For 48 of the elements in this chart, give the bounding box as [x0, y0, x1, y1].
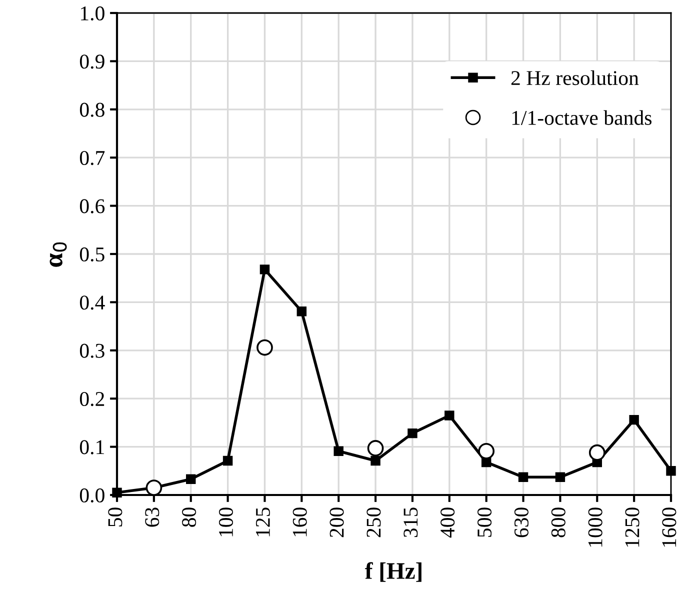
y-tick-label: 0.3	[80, 344, 104, 358]
point	[334, 446, 344, 456]
point	[478, 442, 495, 460]
point	[367, 440, 384, 456]
point	[666, 466, 676, 476]
y-tick-label: 0.9	[80, 54, 104, 69]
y-tick-label: 0.5	[80, 247, 104, 262]
y-tick-label: 0.1	[80, 440, 104, 454]
x-axis-title: f [Hz]	[365, 562, 422, 582]
x-tick-label: 800	[551, 508, 566, 538]
x-tick-label: 100	[218, 508, 234, 536]
point	[444, 410, 454, 420]
point	[408, 428, 418, 438]
point	[588, 444, 606, 461]
point	[222, 456, 233, 466]
x-tick-label: 1600	[662, 508, 676, 547]
point	[555, 472, 566, 482]
x-tick-label: 1250	[625, 508, 640, 547]
y-tick-label: 0.2	[80, 392, 104, 406]
x-tick-label: 125	[256, 508, 270, 536]
point	[260, 264, 270, 274]
y-axis-title: α$_{0}$	[50, 242, 67, 267]
point	[629, 414, 639, 425]
point	[296, 306, 307, 316]
point	[370, 456, 380, 466]
point	[146, 480, 162, 496]
point	[256, 339, 273, 356]
y-tick-label: 0.8	[80, 102, 104, 117]
x-tick-label: 400	[440, 508, 455, 538]
y-tick-label: 1.0	[80, 6, 104, 21]
x-tick-label: 63	[145, 508, 160, 527]
y-tick-label: 0.6	[80, 199, 105, 214]
legend-label: 1/1-octave bands	[512, 110, 652, 125]
x-tick-label: 160	[292, 508, 307, 536]
x-tick-label: 500	[477, 508, 492, 537]
x-tick-label: 50	[108, 508, 122, 526]
y-tick-label: 0.7	[80, 150, 105, 166]
legend-label: 2 Hz resolution	[511, 70, 639, 86]
point	[186, 474, 196, 484]
x-tick-label: 1000	[588, 508, 602, 547]
x-tick-label: 315	[404, 508, 418, 538]
y-tick-label: 0.0	[80, 488, 104, 503]
x-tick-label: 80	[182, 508, 196, 527]
point	[518, 472, 528, 482]
x-tick-label: 630	[514, 508, 528, 538]
y-tick-label: 0.4	[80, 296, 105, 310]
x-tick-label: 250	[366, 508, 381, 538]
x-tick-label: 200	[330, 508, 344, 538]
